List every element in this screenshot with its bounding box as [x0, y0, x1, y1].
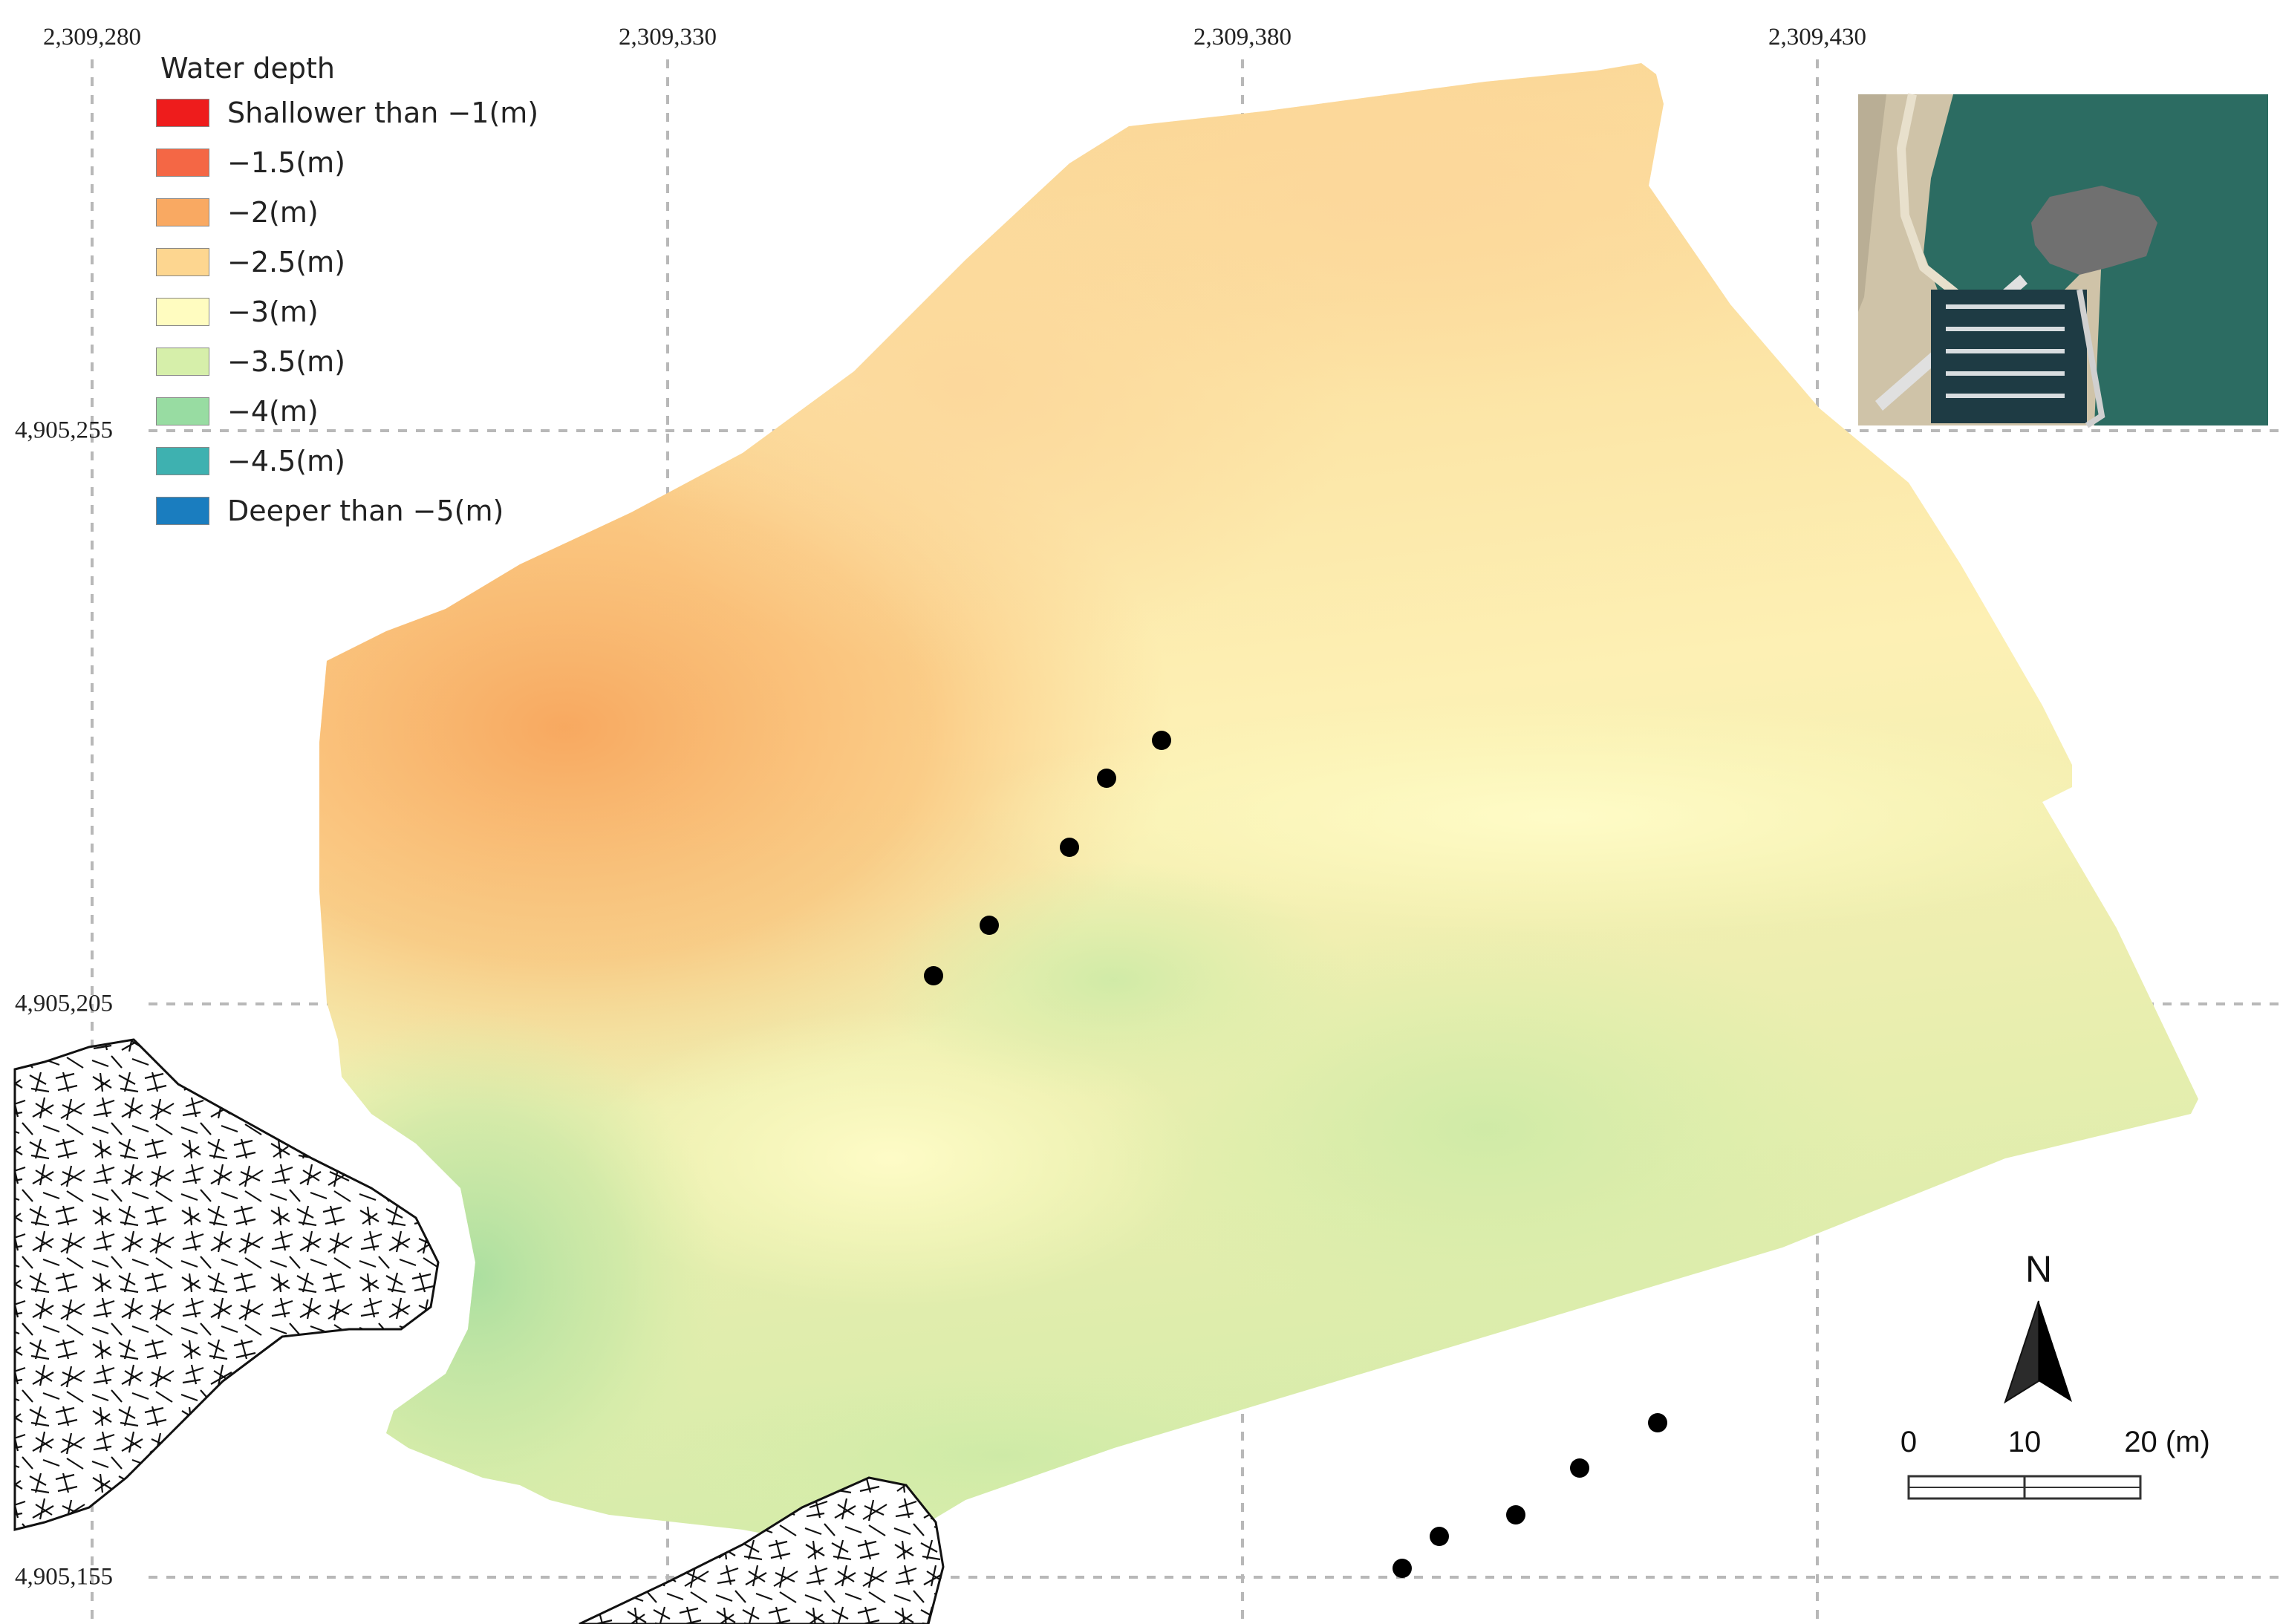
scale-label: 10: [2007, 1426, 2042, 1458]
legend-item: −3(m): [156, 287, 538, 336]
depth-legend: Water depth Shallower than −1(m) −1.5(m)…: [156, 52, 538, 535]
sample-point: [1430, 1527, 1449, 1546]
legend-swatch: [156, 496, 209, 525]
breakwater-left: [13, 1038, 440, 1531]
legend-label: Shallower than −1(m): [227, 96, 539, 129]
legend-label: −2.5(m): [227, 245, 345, 278]
sample-points-lower: [1393, 1413, 1667, 1578]
sample-point: [924, 966, 943, 985]
sample-point: [1393, 1559, 1412, 1578]
sample-point: [1506, 1505, 1525, 1524]
sample-point: [1097, 769, 1116, 788]
sample-points-upper: [924, 731, 1171, 985]
legend-swatch: [156, 446, 209, 475]
legend-swatch: [156, 98, 209, 127]
y-coordinate-label: 4,905,205: [15, 990, 113, 1017]
legend-item: −4(m): [156, 386, 538, 436]
x-coordinate-label: 2,309,280: [43, 24, 141, 50]
scale-label: 0: [1900, 1426, 1918, 1458]
legend-item: Shallower than −1(m): [156, 88, 538, 137]
legend-swatch: [156, 247, 209, 276]
y-coordinate-label: 4,905,255: [15, 417, 113, 444]
x-coordinate-label: 2,309,330: [619, 24, 717, 50]
legend-item: Deeper than −5(m): [156, 486, 538, 535]
x-coordinate-label: 2,309,380: [1193, 24, 1292, 50]
y-coordinate-label: 4,905,155: [15, 1563, 113, 1591]
legend-swatch: [156, 198, 209, 226]
legend-label: Deeper than −5(m): [227, 494, 504, 527]
legend-item: −1.5(m): [156, 137, 538, 187]
x-coordinate-label: 2,309,430: [1768, 24, 1866, 50]
sample-point: [1648, 1413, 1667, 1432]
sample-point: [1152, 731, 1171, 750]
legend-label: −3.5(m): [227, 345, 345, 378]
legend-swatch: [156, 148, 209, 177]
sample-point: [980, 916, 999, 935]
legend-label: −4.5(m): [227, 444, 345, 477]
legend-item: −3.5(m): [156, 336, 538, 386]
legend-item: −2.5(m): [156, 237, 538, 287]
legend-label: −3(m): [227, 295, 319, 328]
legend-item: −4.5(m): [156, 436, 538, 486]
sample-point: [1570, 1458, 1589, 1478]
satellite-inset-icon: [1858, 93, 2268, 428]
legend-swatch: [156, 347, 209, 376]
north-arrow-icon: [2004, 1300, 2072, 1404]
legend-item: −2(m): [156, 187, 538, 237]
legend-label: −4(m): [227, 394, 319, 428]
legend-label: −2(m): [227, 195, 319, 229]
legend-title: Water depth: [160, 52, 336, 85]
legend-swatch: [156, 397, 209, 425]
north-label: N: [2025, 1248, 2053, 1290]
legend-label: −1.5(m): [227, 146, 345, 179]
legend-swatch: [156, 297, 209, 326]
breakwater-bottom: [579, 1476, 945, 1624]
scale-label: 20 (m): [2124, 1426, 2210, 1458]
scale-bar: [1907, 1475, 2142, 1500]
sample-point: [1060, 838, 1079, 857]
